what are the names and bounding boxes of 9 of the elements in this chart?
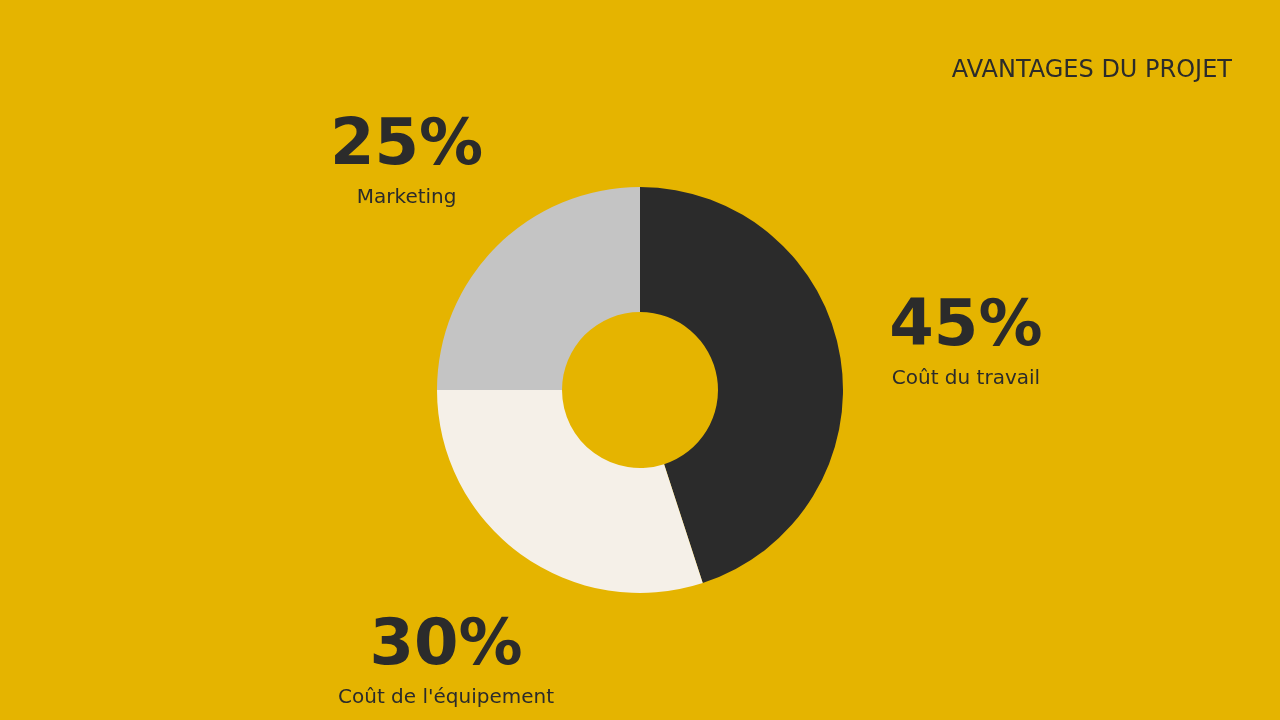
slice-label: Coût du travail <box>891 365 1041 390</box>
data-label: 25% <box>330 104 484 179</box>
data-label: 45% <box>889 286 1043 361</box>
slice-label: Coût de l'équipement <box>338 683 555 708</box>
slice-label: Marketing <box>356 183 457 208</box>
donut-slice <box>640 187 843 584</box>
data-label: 30% <box>369 604 523 679</box>
text: AVANTAGES DU PROJET <box>951 55 1233 83</box>
donut-slice <box>437 390 703 593</box>
